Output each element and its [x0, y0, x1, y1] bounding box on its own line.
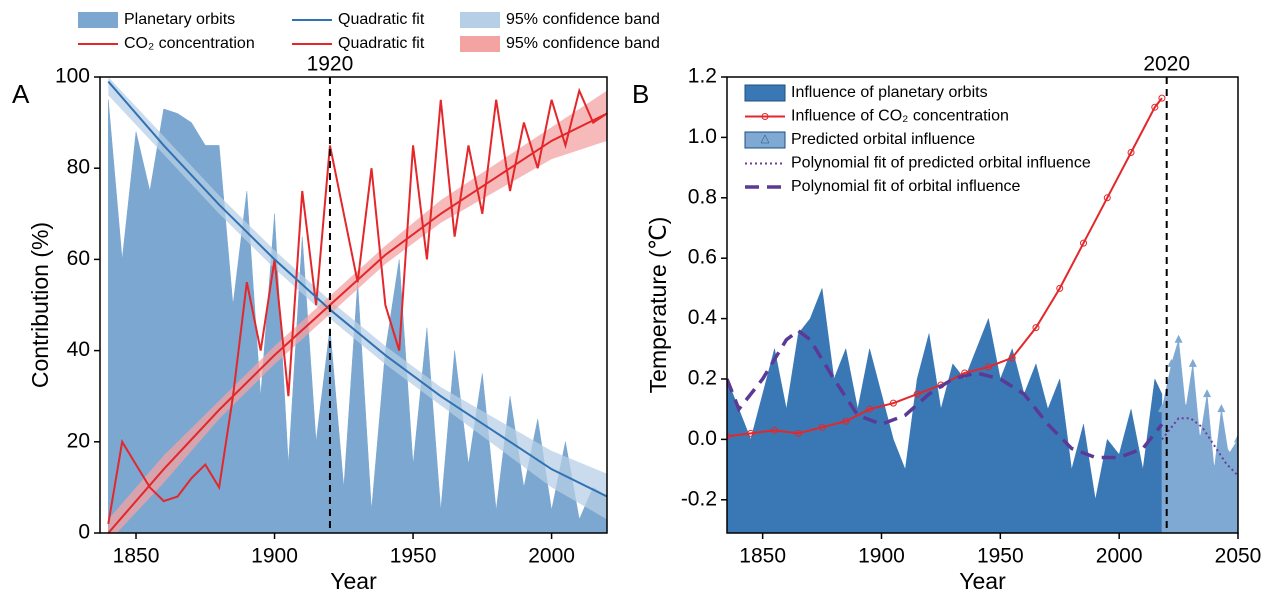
- marker: [794, 429, 802, 437]
- marker: [1224, 449, 1233, 458]
- marker: [1181, 404, 1190, 413]
- legend-label: CO₂ concentration: [124, 35, 255, 52]
- x-axis-title: Year: [959, 568, 1006, 594]
- confidence-band: [108, 77, 607, 520]
- legend-label: Quadratic fit: [338, 35, 425, 52]
- y-tick-label: 0.6: [688, 246, 717, 269]
- marker: [1234, 434, 1238, 443]
- marker: [818, 423, 826, 431]
- x-tick-label: 1900: [858, 545, 905, 568]
- x-tick-label: 2000: [1096, 545, 1143, 568]
- reference-label: 2020: [1143, 53, 1190, 76]
- marker: [771, 426, 779, 434]
- marker: [1157, 404, 1166, 413]
- line: [727, 97, 1163, 438]
- legend-swatch: [78, 12, 118, 28]
- y-axis-title: Temperature (℃): [645, 217, 671, 394]
- x-tick-label: 2050: [1215, 545, 1262, 568]
- legend-label: Planetary orbits: [124, 11, 235, 28]
- area: [727, 288, 1163, 533]
- y-tick-label: 0.2: [688, 367, 717, 390]
- axes-frame: [726, 76, 1239, 534]
- y-tick-label: 20: [67, 429, 90, 452]
- marker: [1174, 334, 1183, 343]
- line: [727, 328, 1164, 460]
- marker: [1195, 434, 1204, 443]
- legend-label: Predicted orbital influence: [791, 131, 975, 148]
- axes-frame: [99, 76, 608, 534]
- legend-label: Influence of planetary orbits: [791, 84, 988, 101]
- y-tick-label: 0.0: [688, 427, 717, 450]
- plot-area: [727, 94, 1238, 533]
- marker: [913, 390, 921, 398]
- legend-label: Polynomial fit of predicted orbital infl…: [791, 155, 1091, 172]
- confidence-band: [108, 90, 607, 533]
- legend-label: Quadratic fit: [338, 11, 425, 28]
- plot-area: [107, 77, 607, 533]
- y-tick-label: 100: [55, 65, 90, 88]
- marker: [1217, 404, 1226, 413]
- marker: [1103, 194, 1111, 202]
- legend-marker: [761, 113, 769, 120]
- marker: [1008, 354, 1016, 362]
- x-axis-title: Year: [330, 568, 377, 594]
- marker: [866, 405, 874, 413]
- y-tick-label: 1.0: [688, 125, 717, 148]
- y-tick-label: -0.2: [681, 487, 717, 510]
- legend-label: 95% confidence band: [506, 11, 660, 28]
- legend-swatch: [744, 84, 786, 102]
- panel-label: B: [632, 79, 649, 109]
- marker: [1032, 324, 1040, 332]
- marker: [1158, 94, 1166, 102]
- y-tick-label: 60: [67, 247, 90, 270]
- panel-label: A: [12, 79, 30, 109]
- marker: [1151, 103, 1159, 111]
- x-tick-label: 1850: [113, 545, 160, 568]
- line: [107, 87, 607, 525]
- legend-label: 95% confidence band: [506, 35, 660, 52]
- y-tick-label: 1.2: [688, 65, 717, 88]
- y-tick-label: 0: [78, 521, 90, 544]
- x-tick-label: 1950: [977, 545, 1024, 568]
- marker: [842, 417, 850, 425]
- y-tick-label: 80: [67, 156, 90, 179]
- marker: [1127, 148, 1135, 156]
- marker: [1210, 464, 1219, 473]
- y-tick-label: 0.4: [688, 306, 718, 329]
- marker: [1056, 284, 1064, 292]
- legend-label: Influence of CO₂ concentration: [791, 108, 1009, 125]
- line: [1161, 417, 1238, 477]
- legend-swatch: [460, 36, 500, 52]
- legend-swatch: [460, 12, 500, 28]
- reference-label: 1920: [307, 53, 354, 76]
- marker: [1167, 358, 1176, 367]
- marker: [747, 429, 755, 437]
- area: [1161, 339, 1238, 533]
- x-tick-label: 1850: [739, 545, 786, 568]
- y-axis-title: Contribution (%): [27, 222, 53, 388]
- x-tick-label: 1950: [390, 545, 437, 568]
- legend-marker: [760, 134, 770, 144]
- x-tick-label: 1900: [251, 545, 298, 568]
- marker: [984, 363, 992, 371]
- legend-label: Polynomial fit of orbital influence: [791, 178, 1021, 195]
- line: [107, 112, 607, 533]
- marker: [727, 432, 731, 440]
- marker: [1080, 239, 1088, 247]
- marker: [1203, 389, 1212, 398]
- y-tick-label: 40: [67, 338, 90, 361]
- marker: [1188, 358, 1197, 367]
- line: [107, 80, 607, 498]
- x-tick-label: 2000: [528, 545, 575, 568]
- marker: [889, 399, 897, 407]
- y-tick-label: 0.8: [688, 185, 717, 208]
